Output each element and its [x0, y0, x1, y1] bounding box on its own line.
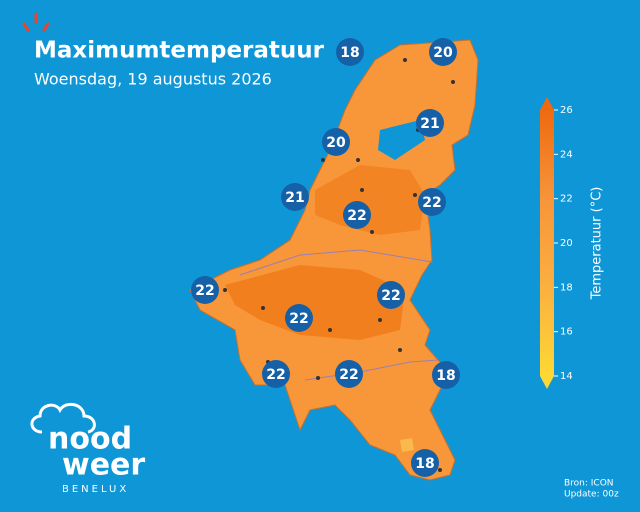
city-dots	[223, 58, 455, 472]
tick-label: 22	[560, 194, 573, 205]
temperature: 18	[436, 368, 455, 384]
colorbar-cap	[540, 97, 554, 110]
temperature: 21	[285, 190, 304, 206]
badge	[432, 361, 460, 389]
cool-zone	[400, 438, 414, 452]
border	[304, 359, 439, 381]
badge	[262, 360, 290, 388]
badge	[285, 304, 313, 332]
badge	[429, 38, 457, 66]
border	[239, 249, 433, 276]
temperature: 18	[340, 45, 359, 61]
badge	[416, 109, 444, 137]
temperature: 22	[422, 195, 441, 211]
station-badges: 18 20 21 20 21 22 22 22 22 22 22 22 18 18	[191, 38, 460, 477]
brand-mark	[22, 12, 50, 32]
temperature: 22	[339, 367, 358, 383]
temperature: 22	[381, 288, 400, 304]
badge	[377, 281, 405, 309]
tick-label: 26	[560, 105, 573, 116]
legend-label: Temperatuur (°C)	[590, 187, 605, 301]
temperature: 21	[420, 116, 439, 132]
logo-text: weer	[62, 448, 145, 483]
temperature: 20	[326, 135, 346, 151]
logo-text: nood	[48, 422, 132, 457]
colorbar	[540, 110, 554, 376]
temperature: 22	[266, 367, 285, 383]
lake	[378, 120, 425, 160]
badge	[281, 183, 309, 211]
colorbar-cap	[540, 376, 554, 389]
tick-label: 16	[560, 327, 573, 338]
logo: nood weer BENELUX	[30, 402, 145, 495]
subtitle: Woensdag, 19 augustus 2026	[34, 70, 272, 89]
temperature: 22	[289, 311, 308, 327]
source: Bron: ICON	[564, 479, 614, 489]
legend: 14 16 18 20 22 24 26 Temperatuur (°C)	[540, 97, 605, 389]
logo-tagline: BENELUX	[62, 484, 129, 495]
temperature: 20	[433, 45, 453, 61]
tick-label: 14	[560, 371, 573, 382]
tick-label: 20	[560, 238, 573, 249]
badge	[336, 38, 364, 66]
map	[189, 39, 479, 481]
badge	[191, 276, 219, 304]
badge	[322, 128, 350, 156]
warm-zone	[315, 165, 425, 235]
temperature: 22	[347, 208, 366, 224]
temperature: 18	[415, 456, 434, 472]
update: Update: 00z	[564, 490, 619, 500]
badge	[343, 201, 371, 229]
warm-zone	[225, 265, 405, 340]
tick-label: 24	[560, 149, 573, 160]
badge	[411, 449, 439, 477]
title: Maximumtemperatuur	[34, 38, 325, 64]
tick-label: 18	[560, 282, 573, 293]
badge	[335, 360, 363, 388]
temperature: 22	[195, 283, 214, 299]
badge	[418, 188, 446, 216]
